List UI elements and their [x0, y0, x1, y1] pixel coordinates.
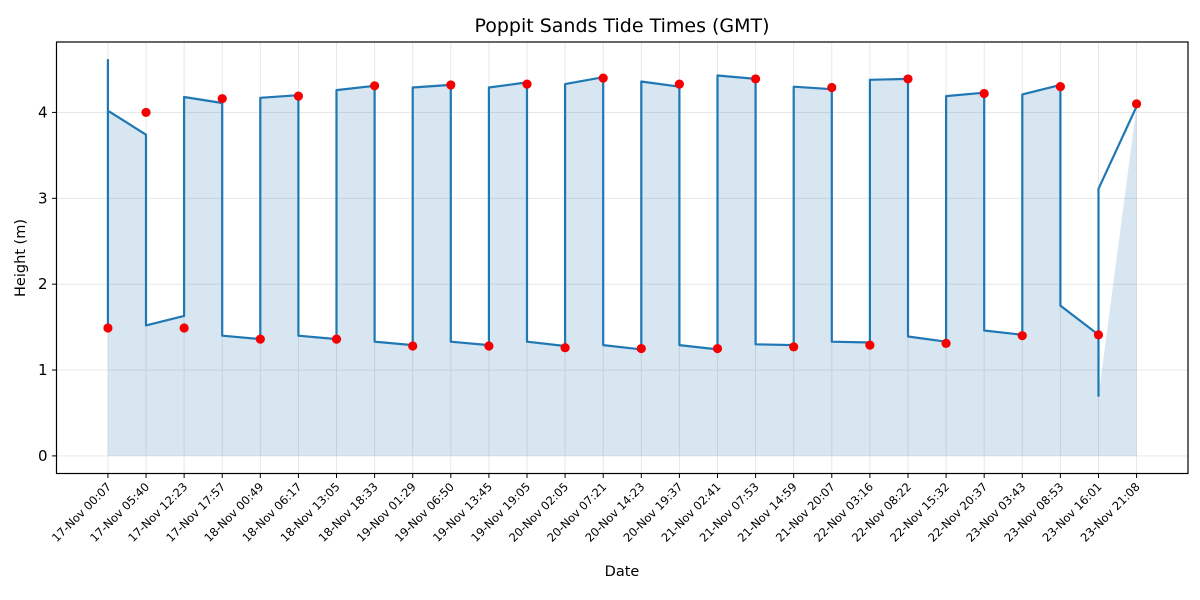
marker-layer: [103, 73, 1142, 354]
tide-event-marker: [598, 73, 608, 83]
tide-event-marker: [903, 74, 913, 84]
tide-event-marker: [750, 74, 761, 84]
tide-event-marker: [827, 82, 837, 93]
tide-event-marker: [217, 94, 227, 104]
tide-event-marker: [789, 342, 799, 352]
tide-event-marker: [331, 334, 342, 344]
x-axis-label: Date: [605, 564, 640, 580]
tide-event-marker: [1017, 331, 1027, 341]
tide-event-marker: [141, 107, 151, 118]
chart-title: Poppit Sands Tide Times (GMT): [474, 15, 769, 37]
tide-event-marker: [979, 88, 989, 99]
y-tick-label: 2: [38, 275, 48, 293]
tide-event-marker: [674, 79, 684, 89]
tide-event-marker: [293, 91, 304, 101]
line-layer: [106, 58, 1138, 397]
tide-event-marker: [712, 343, 723, 354]
tide-event-marker: [865, 340, 875, 350]
y-tick-label: 1: [38, 361, 48, 379]
plot-border: [55, 41, 1189, 475]
y-axis-label: Height (m): [13, 219, 29, 297]
tide-event-marker: [1093, 330, 1104, 340]
y-tick-label: 3: [38, 189, 48, 207]
tide-event-marker: [179, 323, 189, 333]
tide-event-marker: [636, 343, 646, 354]
tide-event-marker: [484, 341, 494, 351]
y-tick-label: 4: [38, 103, 48, 121]
tide-event-marker: [103, 323, 113, 333]
tide-event-marker: [941, 338, 951, 349]
tide-line: [106, 58, 1138, 397]
frame-layer: [55, 41, 1189, 475]
tide-event-marker: [446, 80, 456, 90]
tide-event-marker: [1055, 82, 1065, 92]
tide-event-marker: [370, 81, 380, 91]
tide-event-marker: [522, 79, 532, 89]
tide-event-marker: [560, 343, 570, 353]
tide-event-marker: [1131, 99, 1142, 109]
y-tick-label: 0: [38, 447, 48, 465]
tide-event-marker: [255, 334, 265, 344]
tide-event-marker: [408, 341, 418, 351]
area-layer: [107, 75, 1137, 456]
tide-area-fill: [107, 75, 1137, 456]
